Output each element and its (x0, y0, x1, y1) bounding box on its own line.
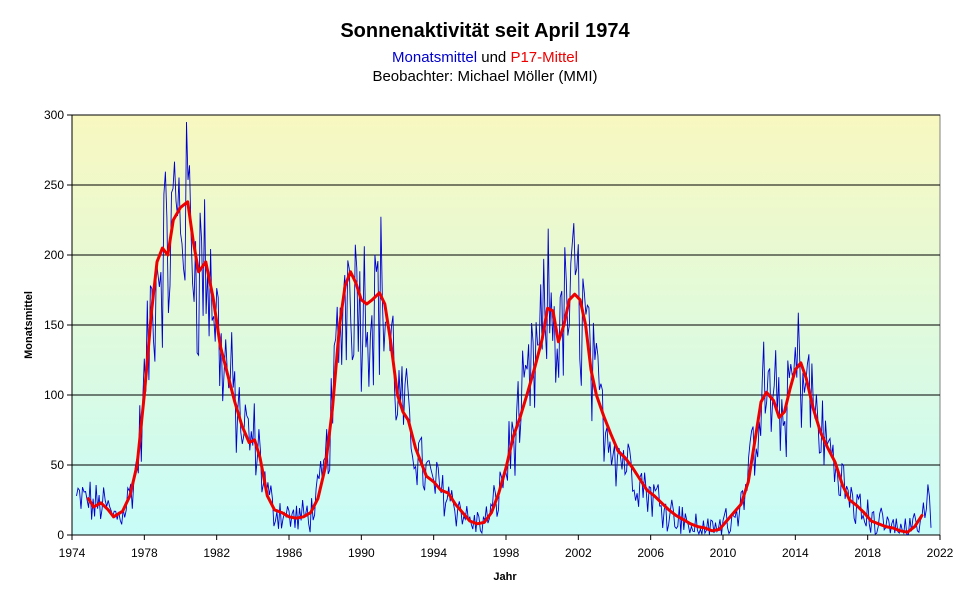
x-tick-label: 1986 (276, 546, 303, 560)
legend-monatsmittel: Monatsmittel (392, 49, 478, 66)
x-tick-label: 1994 (420, 546, 447, 560)
x-axis-label: Jahr (493, 571, 517, 583)
x-tick-label: 2006 (637, 546, 664, 560)
observer-line: Beobachter: Michael Möller (MMI) (372, 68, 598, 85)
x-tick-label: 1982 (203, 546, 230, 560)
x-tick-label: 2010 (710, 546, 737, 560)
chart-title: Sonnenaktivität seit April 1974 (340, 20, 630, 42)
legend-p17-mittel: P17-Mittel (510, 49, 578, 66)
x-tick-label: 1978 (131, 546, 158, 560)
y-tick-label: 250 (44, 178, 64, 192)
y-tick-label: 150 (44, 318, 64, 332)
chart-subtitle: Monatsmittel und P17-Mittel (0, 49, 970, 66)
x-tick-label: 1974 (59, 546, 86, 560)
x-tick-label: 2018 (854, 546, 881, 560)
x-tick-label: 2022 (927, 546, 954, 560)
x-tick-label: 1990 (348, 546, 375, 560)
y-axis-label: Monatsmittel (23, 291, 35, 359)
y-tick-label: 300 (44, 108, 64, 122)
p17-mittel-line (86, 200, 924, 534)
x-tick-label: 2014 (782, 546, 809, 560)
x-tick-label: 2002 (565, 546, 592, 560)
y-tick-label: 100 (44, 388, 64, 402)
legend-connector: und (477, 49, 511, 66)
y-tick-label: 200 (44, 248, 64, 262)
y-tick-label: 50 (51, 458, 65, 472)
y-tick-label: 0 (57, 528, 64, 542)
x-tick-label: 1998 (493, 546, 520, 560)
